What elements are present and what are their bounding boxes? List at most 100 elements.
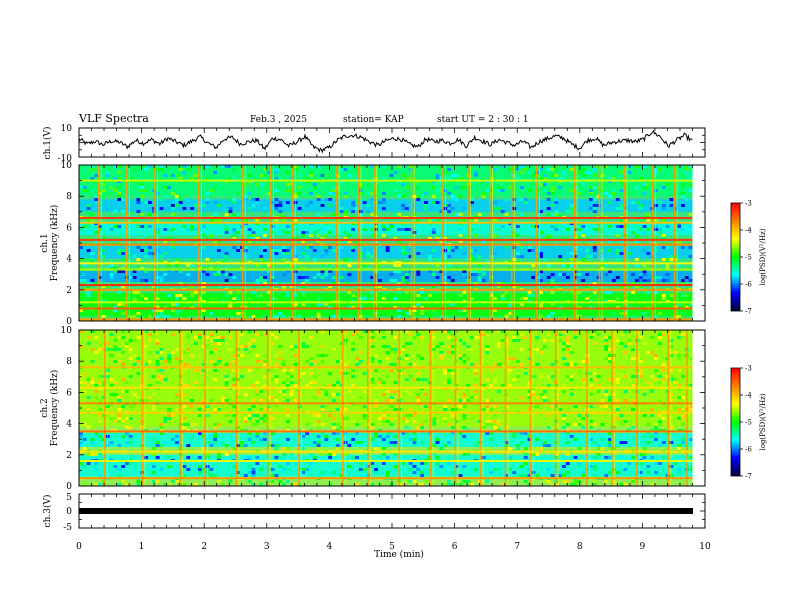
spectrogram-cell	[646, 351, 651, 354]
spectrogram-cell	[608, 447, 612, 450]
spectrogram-cell	[416, 195, 421, 198]
spectrogram-cell	[404, 420, 409, 423]
spectrogram-cell	[393, 453, 398, 456]
spectrogram-cell	[128, 462, 133, 465]
spectrogram-cell	[220, 186, 225, 189]
spectrogram-cell	[401, 165, 405, 168]
spectrogram-cell	[485, 420, 490, 423]
spectrogram-cell	[677, 357, 681, 360]
spectrogram-cell	[98, 474, 103, 477]
spectrogram-cell	[523, 456, 528, 459]
spectrogram-cell	[681, 195, 685, 198]
spectrogram-cell	[381, 234, 386, 237]
colorbar-tick-label: -5	[745, 419, 752, 427]
spectrogram-cell	[523, 372, 528, 375]
spectrogram-cell	[516, 315, 520, 318]
spectrogram-cell	[424, 294, 428, 297]
spectrogram-cell	[385, 435, 390, 438]
spectrogram-cell	[615, 399, 620, 402]
spectrogram-cell	[270, 426, 275, 429]
spectrogram-cell	[98, 435, 103, 438]
spectrogram-cell	[351, 201, 356, 204]
spectrogram-cell	[527, 240, 532, 243]
spectrogram-cell	[201, 363, 206, 366]
spectrogram-cell	[473, 273, 478, 276]
spectrogram-cell	[458, 177, 463, 180]
spectrogram-cell	[228, 333, 233, 336]
spectrogram-cell	[493, 297, 497, 300]
spectrogram-cell	[573, 336, 578, 339]
spectrogram-cell	[485, 378, 490, 381]
spectrogram-cell	[562, 471, 566, 474]
spectrogram-cell	[201, 213, 206, 216]
spectrogram-cell	[393, 363, 398, 366]
spectrogram-cell	[420, 462, 425, 465]
spectrogram-cell	[623, 330, 628, 333]
spectrogram-cell	[493, 219, 497, 222]
spectrogram-cell	[316, 435, 321, 438]
spectrogram-cell	[397, 291, 402, 294]
spectrogram-cell	[447, 351, 451, 354]
spectrogram-cell	[646, 279, 651, 282]
spectrogram-cell	[404, 480, 409, 483]
spectrogram-cell	[355, 357, 359, 360]
spectrogram-cell	[462, 354, 467, 357]
spectrogram-cell	[450, 345, 455, 348]
spectrogram-cell	[447, 192, 451, 195]
spectrogram-cell	[109, 186, 114, 189]
spectrogram-cell	[596, 384, 601, 387]
spectrogram-cell	[117, 171, 122, 174]
spectrogram-cell	[159, 315, 164, 318]
spectrogram-cell	[589, 396, 593, 399]
spectrogram-cell	[171, 438, 175, 441]
spectrogram-cell	[332, 276, 336, 279]
freq-line	[79, 179, 693, 182]
spectrogram-cell	[420, 195, 425, 198]
spectrogram-cell	[450, 351, 455, 354]
spectrogram-cell	[539, 183, 543, 186]
spectrogram-cell	[688, 303, 693, 306]
spectrogram-cell	[86, 342, 91, 345]
spectrogram-cell	[435, 174, 440, 177]
spectrogram-cell	[677, 384, 681, 387]
spectrogram-cell	[654, 378, 658, 381]
spectrogram-cell	[197, 465, 202, 468]
spectrogram-cell	[569, 204, 574, 207]
spectrogram-cell	[251, 231, 256, 234]
spectrogram-cell	[550, 330, 555, 333]
spectrogram-cell	[554, 237, 559, 240]
spectrogram-cell	[167, 408, 172, 411]
spectrogram-cell	[370, 462, 375, 465]
spectrogram-cell	[286, 171, 290, 174]
spectrogram-cell	[623, 219, 628, 222]
spectrogram-cell	[128, 441, 133, 444]
spectrogram-cell	[508, 456, 513, 459]
spectrogram-cell	[182, 405, 187, 408]
spectrogram-cell	[82, 273, 87, 276]
spectrogram-cell	[220, 483, 225, 486]
spectrogram-cell	[144, 225, 149, 228]
spectrogram-cell	[608, 195, 612, 198]
spectrogram-cell	[665, 264, 670, 267]
spectrogram-cell	[370, 360, 375, 363]
spectrogram-cell	[148, 360, 152, 363]
spectrogram-cell	[654, 423, 658, 426]
spectrogram-cell	[171, 414, 175, 417]
spectrogram-cell	[504, 333, 509, 336]
spectrogram-cell	[481, 426, 486, 429]
spectrogram-cell	[94, 432, 99, 435]
spectrogram-cell	[370, 192, 375, 195]
spectrogram-cell	[435, 177, 440, 180]
spectrogram-cell	[213, 435, 218, 438]
spectrogram-cell	[424, 378, 428, 381]
spectrogram-cell	[612, 393, 616, 396]
spectrogram-cell	[558, 255, 563, 258]
spectrogram-cell	[163, 195, 168, 198]
spectrogram-cell	[213, 423, 218, 426]
spectrogram-cell	[293, 165, 298, 168]
spectrogram-cell	[282, 390, 287, 393]
spectrogram-cell	[473, 345, 478, 348]
spectrogram-cell	[316, 273, 321, 276]
spectrogram-cell	[90, 189, 95, 192]
spectrogram-cell	[270, 210, 275, 213]
